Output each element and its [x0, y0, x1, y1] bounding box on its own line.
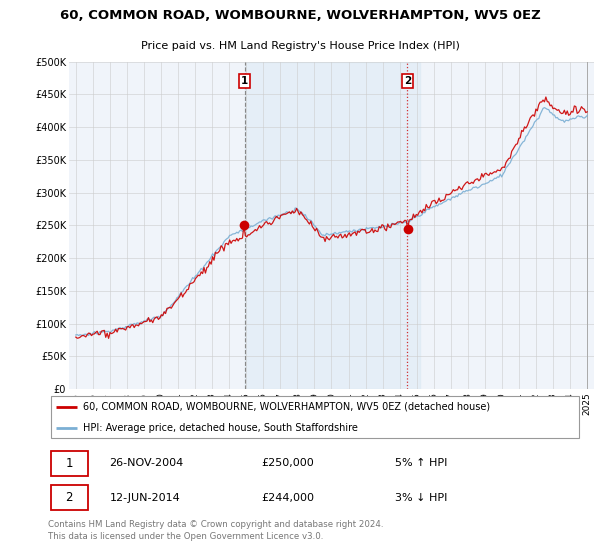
Text: £250,000: £250,000	[262, 459, 314, 468]
Text: HPI: Average price, detached house, South Staffordshire: HPI: Average price, detached house, Sout…	[83, 423, 358, 433]
Text: 2: 2	[65, 491, 73, 504]
Text: 26-NOV-2004: 26-NOV-2004	[109, 459, 184, 468]
Text: 5% ↑ HPI: 5% ↑ HPI	[395, 459, 448, 468]
Text: 3% ↓ HPI: 3% ↓ HPI	[395, 493, 448, 503]
FancyBboxPatch shape	[50, 451, 88, 476]
Text: 12-JUN-2014: 12-JUN-2014	[109, 493, 180, 503]
Text: Contains HM Land Registry data © Crown copyright and database right 2024.
This d: Contains HM Land Registry data © Crown c…	[48, 520, 383, 541]
Text: 60, COMMON ROAD, WOMBOURNE, WOLVERHAMPTON, WV5 0EZ: 60, COMMON ROAD, WOMBOURNE, WOLVERHAMPTO…	[59, 9, 541, 22]
Text: 2: 2	[404, 76, 411, 86]
Bar	[245, 62, 420, 389]
FancyBboxPatch shape	[50, 395, 580, 438]
Text: 1: 1	[65, 457, 73, 470]
Text: 60, COMMON ROAD, WOMBOURNE, WOLVERHAMPTON, WV5 0EZ (detached house): 60, COMMON ROAD, WOMBOURNE, WOLVERHAMPTO…	[83, 402, 490, 412]
FancyBboxPatch shape	[50, 485, 88, 510]
Text: 1: 1	[241, 76, 248, 86]
Text: Price paid vs. HM Land Registry's House Price Index (HPI): Price paid vs. HM Land Registry's House …	[140, 41, 460, 51]
Text: £244,000: £244,000	[262, 493, 314, 503]
